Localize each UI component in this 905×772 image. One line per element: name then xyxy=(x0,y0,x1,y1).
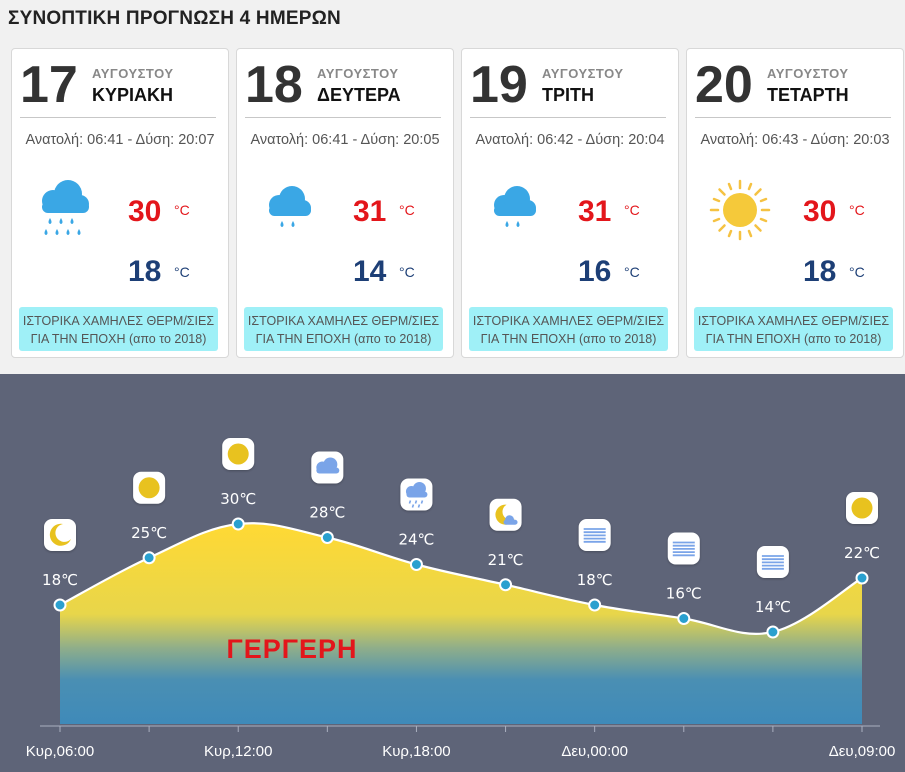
data-point[interactable] xyxy=(588,598,602,612)
max-temp: 30 xyxy=(803,195,837,228)
data-label: 28℃ xyxy=(309,504,345,522)
data-point[interactable] xyxy=(677,612,691,625)
historical-low-line-1: ΙΣΤΟΡΙΚΑ ΧΑΜΗΛΕΣ ΘΕΡΜ/ΣΙΕΣ xyxy=(472,314,665,328)
x-tick-label: Δευ,09:00 xyxy=(829,743,896,760)
data-label: 22℃ xyxy=(844,544,880,562)
data-label: 18℃ xyxy=(42,571,78,589)
month-label: ΑΥΓΟΥΣΤΟΥ xyxy=(92,66,174,81)
historical-low-badge[interactable]: ΙΣΤΟΡΙΚΑ ΧΑΜΗΛΕΣ ΘΕΡΜ/ΣΙΕΣ ΓΙΑ ΤΗΝ ΕΠΟΧΗ… xyxy=(19,307,218,351)
chart-svg: ΓΕΡΓΕΡΗ Κυρ,06:00 Κυρ,12:00 Κυρ,18:00 Δευ,00… xyxy=(26,438,896,760)
weekday-label: ΤΡΙΤΗ xyxy=(542,85,594,105)
historical-low-line-1: ΙΣΤΟΡΙΚΑ ΧΑΜΗΛΕΣ ΘΕΡΜ/ΣΙΕΣ xyxy=(22,314,215,328)
x-tick-label: Δευ,00:00 xyxy=(561,743,628,760)
divider xyxy=(20,117,216,118)
data-label: 18℃ xyxy=(577,571,613,589)
historical-low-line-1: ΙΣΤΟΡΙΚΑ ΧΑΜΗΛΕΣ ΘΕΡΜ/ΣΙΕΣ xyxy=(247,314,440,328)
sunrise-sunset: Ανατολή: 06:42 - Δύση: 20:04 xyxy=(475,132,665,148)
month-label: ΑΥΓΟΥΣΤΟΥ xyxy=(542,66,624,81)
divider xyxy=(470,117,666,118)
forecast-card-day-3[interactable]: 19 ΑΥΓΟΥΣΤΟΥ ΤΡΙΤΗ Ανατολή: 06:42 - Δύση… xyxy=(461,48,679,358)
hourly-temperature-chart: ΓΕΡΓΕΡΗ Κυρ,06:00 Κυρ,12:00 Κυρ,18:00 Δευ,00… xyxy=(0,374,905,772)
day-number: 17 xyxy=(20,56,78,114)
divider xyxy=(695,117,891,118)
cloud-icon xyxy=(311,451,344,484)
min-temp-unit: °C xyxy=(174,264,190,280)
min-temp: 18 xyxy=(128,255,162,288)
data-point[interactable] xyxy=(320,531,334,544)
data-label: 25℃ xyxy=(131,524,167,542)
historical-low-badge[interactable]: ΙΣΤΟΡΙΚΑ ΧΑΜΗΛΕΣ ΘΕΡΜ/ΣΙΕΣ ΓΙΑ ΤΗΝ ΕΠΟΧΗ… xyxy=(469,307,668,351)
data-label: 21℃ xyxy=(488,551,524,569)
data-point[interactable] xyxy=(499,578,513,592)
max-temp: 31 xyxy=(353,195,387,228)
watermark-text: ΓΕΡΓΕΡΗ xyxy=(227,634,358,664)
forecast-card-day-4[interactable]: 20 ΑΥΓΟΥΣΤΟΥ ΤΕΤΑΡΤΗ Ανατολή: 06:43 - Δύ… xyxy=(686,48,904,358)
max-temp: 30 xyxy=(128,195,162,228)
divider xyxy=(245,117,441,118)
max-temp-unit: °C xyxy=(399,202,415,218)
max-temp-unit: °C xyxy=(624,202,640,218)
sun-icon xyxy=(133,471,166,504)
min-temp-unit: °C xyxy=(624,264,640,280)
fog-icon xyxy=(667,532,700,565)
historical-low-line-2: ΓΙΑ ΤΗΝ ΕΠΟΧΗ (απο το 2018) xyxy=(480,332,657,346)
data-point[interactable] xyxy=(231,517,245,531)
historical-low-line-1: ΙΣΤΟΡΙΚΑ ΧΑΜΗΛΕΣ ΘΕΡΜ/ΣΙΕΣ xyxy=(697,314,890,328)
data-label: 30℃ xyxy=(220,490,256,508)
sunrise-sunset: Ανατολή: 06:41 - Δύση: 20:05 xyxy=(250,132,440,148)
historical-low-line-2: ΓΙΑ ΤΗΝ ΕΠΟΧΗ (απο το 2018) xyxy=(705,332,882,346)
sunrise-sunset: Ανατολή: 06:43 - Δύση: 20:03 xyxy=(700,132,890,148)
light-rain-cloud-icon xyxy=(482,177,548,243)
x-tick-label: Κυρ,12:00 xyxy=(204,743,272,760)
rain-cloud-icon xyxy=(400,478,433,511)
forecast-card-day-1[interactable]: 17 ΑΥΓΟΥΣΤΟΥ ΚΥΡΙΑΚΗ Ανατολή: 06:41 - Δύ… xyxy=(11,48,229,358)
sun-icon xyxy=(707,177,773,243)
historical-low-line-2: ΓΙΑ ΤΗΝ ΕΠΟΧΗ (απο το 2018) xyxy=(30,332,207,346)
data-point[interactable] xyxy=(142,551,156,565)
data-label: 24℃ xyxy=(398,531,434,549)
x-tick-label: Κυρ,18:00 xyxy=(382,743,450,760)
min-temp-unit: °C xyxy=(399,264,415,280)
fog-icon xyxy=(578,519,611,551)
historical-low-badge[interactable]: ΙΣΤΟΡΙΚΑ ΧΑΜΗΛΕΣ ΘΕΡΜ/ΣΙΕΣ ΓΙΑ ΤΗΝ ΕΠΟΧΗ… xyxy=(694,307,893,351)
moon-cloud-icon xyxy=(489,498,522,531)
max-temp-unit: °C xyxy=(174,202,190,218)
min-temp-unit: °C xyxy=(849,264,865,280)
data-point[interactable] xyxy=(409,558,423,571)
temperature-line xyxy=(59,522,863,635)
month-label: ΑΥΓΟΥΣΤΟΥ xyxy=(317,66,399,81)
month-label: ΑΥΓΟΥΣΤΟΥ xyxy=(767,66,849,81)
data-point[interactable] xyxy=(855,571,869,585)
data-point[interactable] xyxy=(53,598,67,612)
temperature-area xyxy=(60,523,862,724)
sun-icon xyxy=(222,438,255,470)
data-label: 16℃ xyxy=(666,585,702,603)
weekday-label: ΔΕΥΤΕΡΑ xyxy=(317,85,401,105)
rain-cloud-icon xyxy=(32,177,98,243)
sunrise-sunset: Ανατολή: 06:41 - Δύση: 20:07 xyxy=(25,132,215,148)
fog-icon xyxy=(756,546,789,578)
data-point[interactable] xyxy=(766,625,780,639)
historical-low-badge[interactable]: ΙΣΤΟΡΙΚΑ ΧΑΜΗΛΕΣ ΘΕΡΜ/ΣΙΕΣ ΓΙΑ ΤΗΝ ΕΠΟΧΗ… xyxy=(244,307,443,351)
page-title: ΣΥΝΟΠΤΙΚΗ ΠΡΟΓΝΩΣΗ 4 ΗΜΕΡΩΝ xyxy=(8,8,341,29)
sun-icon xyxy=(846,492,878,524)
min-temp: 18 xyxy=(803,255,837,288)
day-number: 18 xyxy=(245,56,303,114)
day-number: 20 xyxy=(695,56,753,114)
max-temp: 31 xyxy=(578,195,612,228)
x-tick-label: Κυρ,06:00 xyxy=(26,743,94,760)
forecast-cards: 17 ΑΥΓΟΥΣΤΟΥ ΚΥΡΙΑΚΗ Ανατολή: 06:41 - Δύ… xyxy=(11,48,905,360)
data-label: 14℃ xyxy=(755,598,791,616)
weekday-label: ΤΕΤΑΡΤΗ xyxy=(767,85,849,105)
day-number: 19 xyxy=(470,56,528,114)
max-temp-unit: °C xyxy=(849,202,865,218)
light-rain-cloud-icon xyxy=(257,177,323,243)
weekday-label: ΚΥΡΙΑΚΗ xyxy=(92,85,174,105)
moon-icon xyxy=(44,519,76,551)
historical-low-line-2: ΓΙΑ ΤΗΝ ΕΠΟΧΗ (απο το 2018) xyxy=(255,332,432,346)
forecast-card-day-2[interactable]: 18 ΑΥΓΟΥΣΤΟΥ ΔΕΥΤΕΡΑ Ανατολή: 06:41 - Δύ… xyxy=(236,48,454,358)
min-temp: 16 xyxy=(578,255,612,288)
min-temp: 14 xyxy=(353,255,387,288)
